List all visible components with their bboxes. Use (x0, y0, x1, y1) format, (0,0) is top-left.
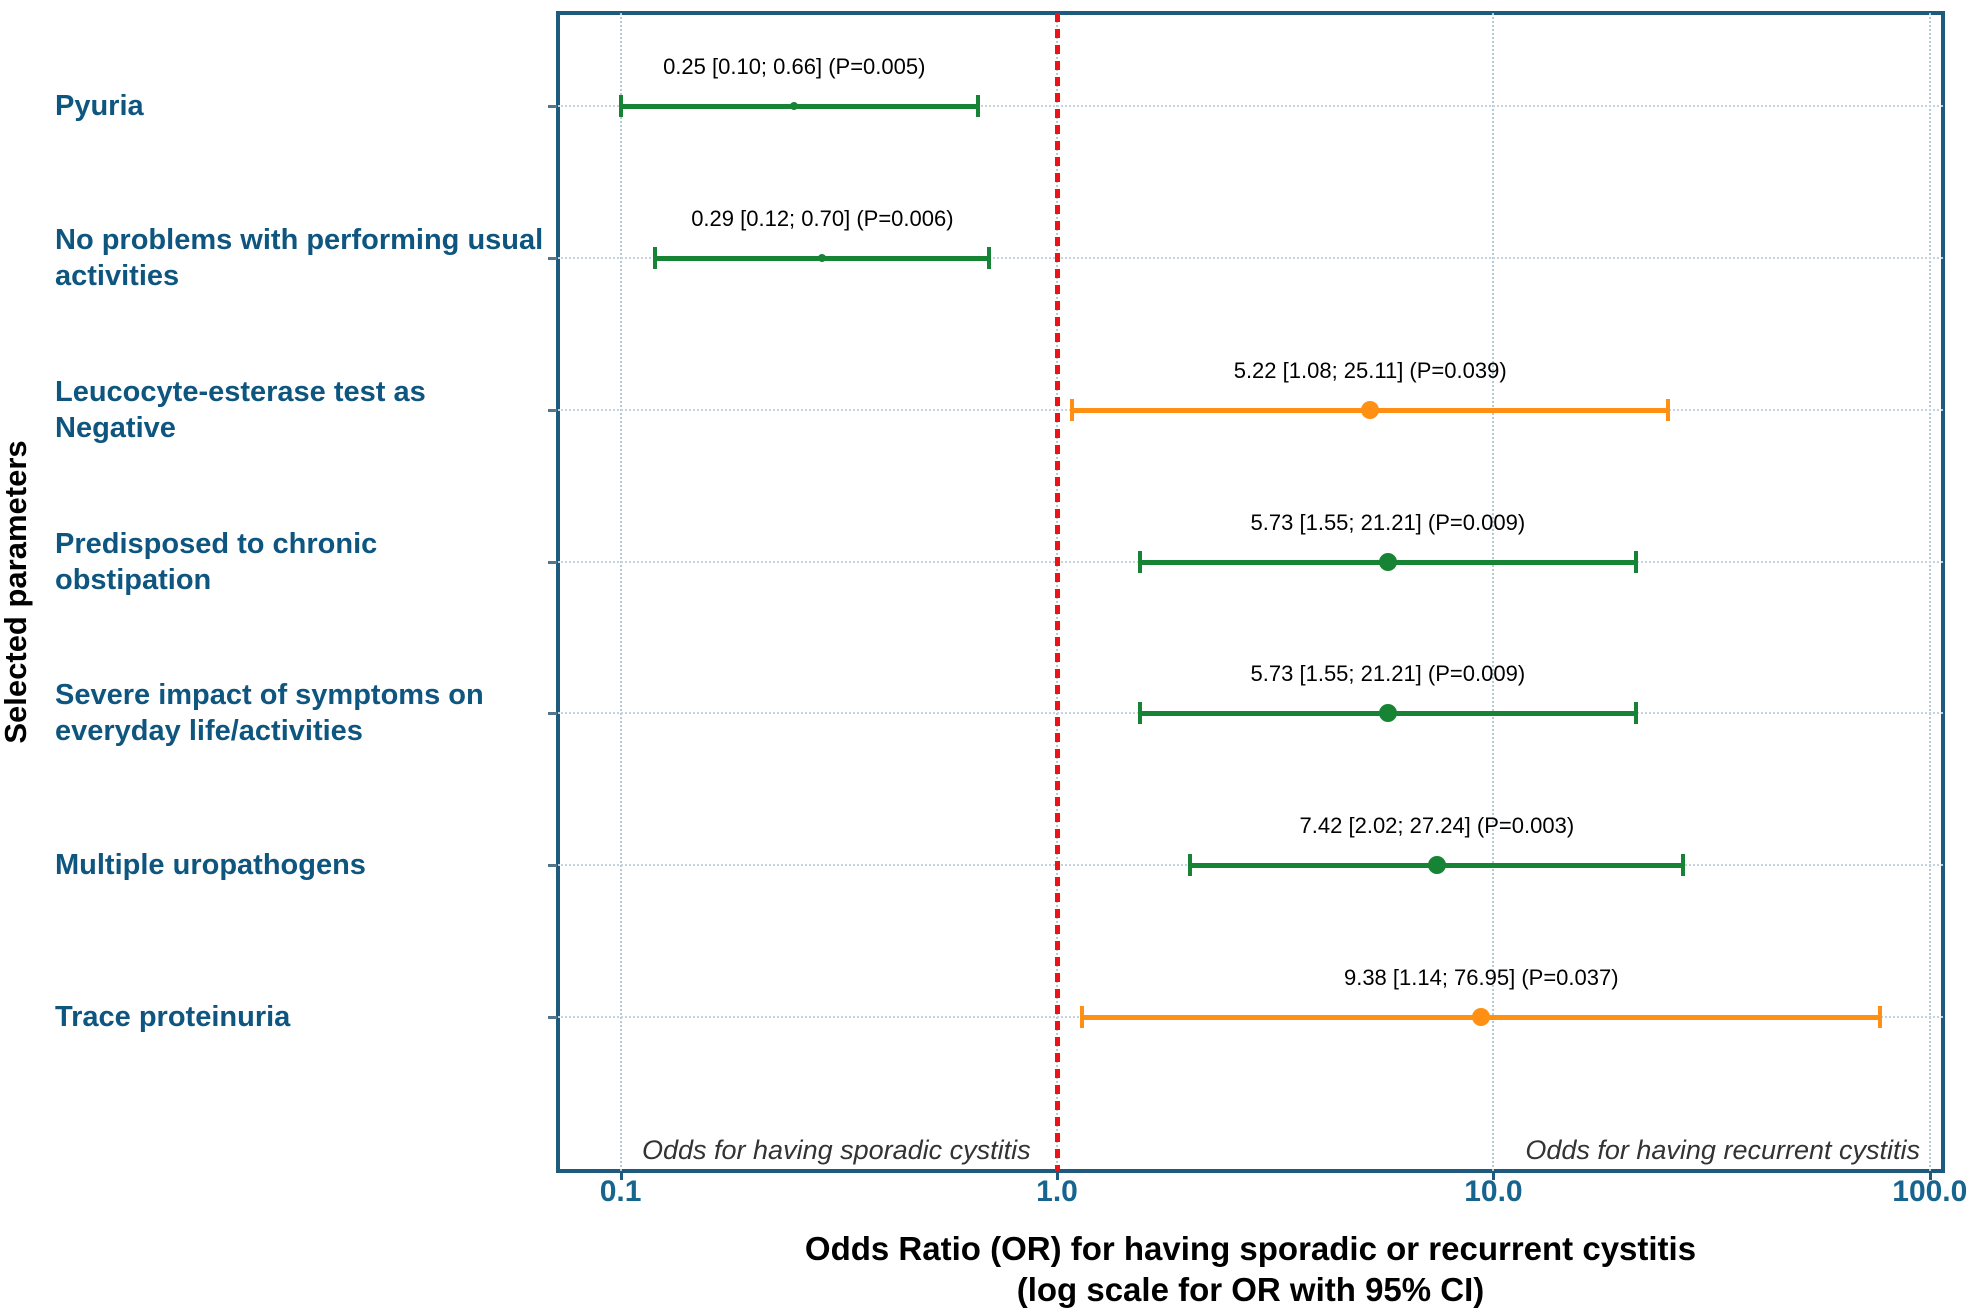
y-tick-mark (548, 712, 557, 715)
x-tick-label: 100.0 (1892, 1175, 1968, 1208)
plot-area: Odds for having sporadic cystitis Odds f… (548, 13, 1943, 1171)
x-axis-title: Odds Ratio (OR) for having sporadic or r… (558, 1228, 1943, 1310)
y-tick-mark (548, 409, 557, 412)
y-tick-mark (548, 105, 557, 108)
ci-annotation: 9.38 [1.14; 76.95] (P=0.037) (1343, 965, 1619, 990)
ci-annotation: 0.29 [0.12; 0.70] (P=0.006) (691, 206, 954, 231)
x-tick-mark (619, 1171, 623, 1180)
category-label-line: Trace proteinuria (55, 1001, 291, 1033)
vertical-gridline (1928, 13, 1931, 1171)
category-label-line: everyday life/activities (55, 715, 363, 747)
or-point-marker (1361, 401, 1380, 419)
ci-annotation: 7.42 [2.02; 27.24] (P=0.003) (1299, 813, 1575, 838)
ci-annotation: 5.73 [1.55; 21.21] (P=0.009) (1250, 661, 1526, 686)
reference-line-or-1 (1055, 13, 1060, 1171)
category-label-line: Multiple uropathogens (55, 849, 366, 881)
ci-cap-upper (987, 247, 992, 269)
category-label: Leucocyte-esterase test as Negative (55, 374, 560, 446)
or-point-marker (1427, 856, 1446, 874)
ci-cap-upper (1665, 399, 1670, 421)
category-label: Multiple uropathogens (55, 847, 560, 883)
y-tick-mark (548, 864, 557, 867)
category-label-line: No problems with performing usual (55, 224, 544, 256)
or-point-marker (790, 102, 799, 110)
x-tick-label: 10.0 (1464, 1175, 1523, 1208)
ci-cap-lower (1079, 1006, 1084, 1028)
category-label-line: obstipation (55, 564, 212, 596)
x-tick-label: 0.1 (599, 1175, 642, 1208)
category-label-line: Negative (55, 412, 176, 444)
category-label-line: Severe impact of symptoms on (55, 679, 484, 711)
ci-cap-lower (1138, 702, 1143, 724)
or-point-marker (1378, 704, 1397, 722)
y-axis-title: Selected parameters (0, 440, 33, 744)
y-tick-mark (548, 561, 557, 564)
ci-annotation: 5.73 [1.55; 21.21] (P=0.009) (1250, 510, 1526, 535)
category-label: Severe impact of symptoms on everyday lif… (55, 677, 560, 749)
ci-cap-upper (1878, 1006, 1883, 1028)
or-point-marker (1472, 1008, 1491, 1026)
category-label-line: activities (55, 260, 180, 292)
category-label-line: Leucocyte-esterase test as (55, 376, 426, 408)
category-label: Trace proteinuria (55, 999, 560, 1035)
horizontal-gridline (558, 105, 1943, 107)
ci-cap-upper (1681, 854, 1686, 876)
ci-line (620, 104, 979, 109)
category-label: Predisposed to chronic obstipation (55, 526, 560, 598)
ci-cap-lower (653, 247, 658, 269)
x-tick-label: 1.0 (1036, 1175, 1078, 1208)
vertical-gridline (1492, 13, 1495, 1171)
x-tick-mark (1056, 1171, 1059, 1180)
ci-annotation: 5.22 [1.08; 25.11] (P=0.039) (1233, 358, 1507, 383)
vertical-gridline (619, 13, 622, 1171)
ci-cap-lower (1069, 399, 1074, 421)
y-tick-mark (548, 257, 557, 260)
ci-cap-upper (1633, 702, 1638, 724)
ci-annotation: 0.25 [0.10; 0.66] (P=0.005) (663, 54, 926, 79)
ci-cap-lower (1138, 551, 1143, 573)
ci-cap-upper (976, 95, 981, 117)
ci-cap-lower (618, 95, 623, 117)
category-label-line: Predisposed to chronic (55, 528, 378, 560)
plot-frame (556, 11, 1945, 1173)
x-tick-mark (1928, 1171, 1932, 1180)
or-point-marker (1378, 553, 1397, 571)
ci-cap-upper (1633, 551, 1638, 573)
x-axis-title-line1: Odds Ratio (OR) for having sporadic or r… (804, 1230, 1697, 1267)
left-direction-note: Odds for having sporadic cystitis (642, 1135, 1031, 1165)
y-tick-mark (548, 1016, 557, 1019)
category-label: Pyuria (55, 88, 560, 124)
right-direction-note: Odds for having recurrent cystitis (1525, 1135, 1920, 1165)
x-axis-title-line2: (log scale for OR with 95% CI) (1016, 1271, 1485, 1308)
category-label-line: Pyuria (55, 90, 144, 122)
x-tick-mark (1492, 1171, 1496, 1180)
horizontal-gridline (558, 257, 1943, 259)
category-label: No problems with performing usual activit… (55, 222, 560, 294)
or-point-marker (818, 254, 827, 262)
ci-cap-lower (1188, 854, 1193, 876)
